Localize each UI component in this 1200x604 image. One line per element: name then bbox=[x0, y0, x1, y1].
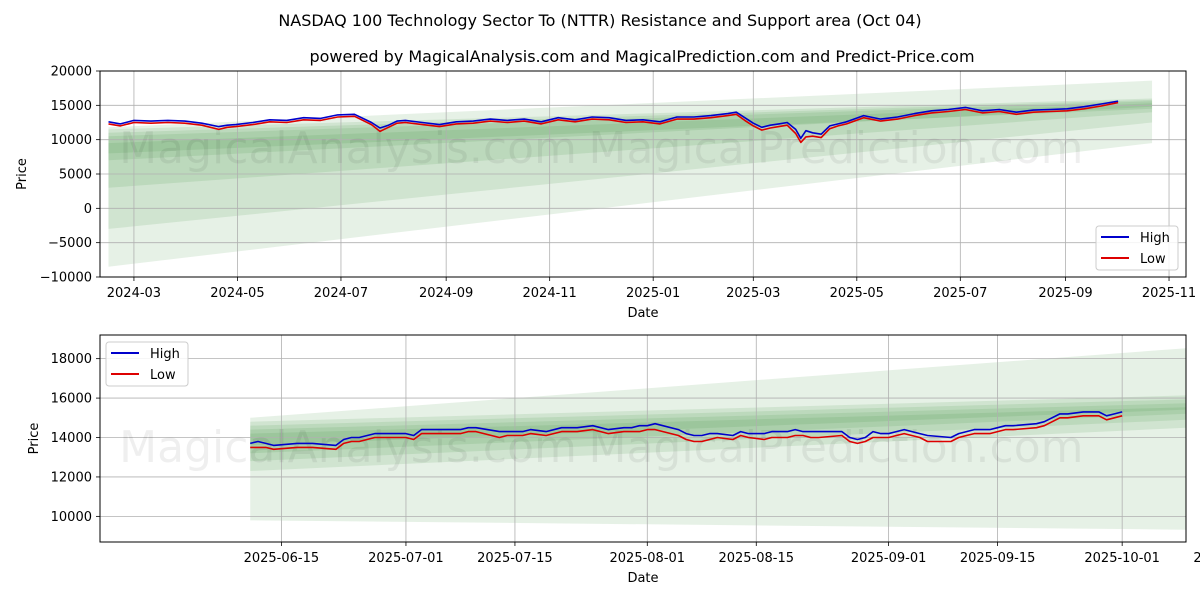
x-tick-label: 2025-06-15 bbox=[244, 551, 320, 566]
band-5 bbox=[108, 103, 1153, 154]
watermark-left: MagicalAnalysis.com bbox=[119, 422, 577, 473]
x-tick-label: 2025-01 bbox=[626, 286, 680, 301]
low-line bbox=[250, 415, 1123, 451]
x-tick-label: 2024-11 bbox=[523, 286, 577, 301]
band-3 bbox=[108, 99, 1153, 188]
band-5 bbox=[250, 407, 1186, 446]
x-tick-label: 2024-03 bbox=[107, 286, 161, 301]
watermark-right: MagicalPrediction.com bbox=[589, 123, 1084, 174]
legend-label-high: High bbox=[1140, 231, 1170, 246]
legend: High Low bbox=[1095, 225, 1179, 271]
x-tick-label: 2025-11 bbox=[1142, 286, 1196, 301]
grid: 2025-06-15 2025-07-01 2025-07-15 2025-08-01… bbox=[51, 335, 1200, 566]
x-tick-label: 2025-09-15 bbox=[960, 551, 1036, 566]
figure-title: NASDAQ 100 Technology Sector To (NTTR) R… bbox=[278, 11, 921, 30]
y-tick-label: 16000 bbox=[51, 392, 92, 407]
x-tick-label: 2025-09 bbox=[1038, 286, 1092, 301]
plot-frame bbox=[99, 334, 1187, 543]
band-1 bbox=[250, 348, 1186, 530]
x-tick-label: 2025-07 bbox=[933, 286, 987, 301]
y-tick-label: −10000 bbox=[40, 271, 92, 286]
x-tick-label: 2024-07 bbox=[314, 286, 368, 301]
y-tick-label: 10000 bbox=[51, 510, 92, 525]
legend-label-low: Low bbox=[150, 368, 176, 383]
band-4 bbox=[250, 403, 1186, 454]
support-resistance-bands bbox=[250, 348, 1186, 530]
x-tick-label: 2025-08-15 bbox=[718, 551, 794, 566]
x-tick-label: 2025-05 bbox=[830, 286, 884, 301]
support-resistance-bands bbox=[108, 80, 1153, 267]
band-4 bbox=[108, 101, 1153, 161]
y-tick-label: 18000 bbox=[51, 352, 92, 367]
figure-subtitle: powered by MagicalAnalysis.com and Magic… bbox=[309, 47, 974, 66]
x-tick-label: 2024-05 bbox=[210, 286, 264, 301]
x-tick-label: 2025-07-15 bbox=[477, 551, 553, 566]
x-tick-label: 2025-08-01 bbox=[610, 551, 686, 566]
x-tick-label: 2025-03 bbox=[726, 286, 780, 301]
plot-frame bbox=[99, 70, 1187, 278]
band-2 bbox=[108, 98, 1153, 229]
high-line bbox=[250, 411, 1123, 447]
chart-panel-1: 2024-03 2024-05 2024-07 2024-09 2024-11 2025-… bbox=[15, 65, 1196, 322]
y-axis-label: Price bbox=[15, 158, 30, 190]
low-line bbox=[108, 101, 1119, 144]
y-tick-label: 15000 bbox=[51, 99, 92, 114]
y-tick-label: 12000 bbox=[51, 470, 92, 485]
series-lines bbox=[108, 100, 1119, 144]
legend: High Low bbox=[105, 341, 189, 387]
y-tick-label: 14000 bbox=[51, 431, 92, 446]
legend-label-high: High bbox=[150, 347, 180, 362]
y-tick-label: 20000 bbox=[51, 65, 92, 80]
x-tick-label: 2025-10-01 bbox=[1084, 551, 1160, 566]
series-lines bbox=[250, 411, 1123, 451]
legend-label-low: Low bbox=[1140, 252, 1166, 267]
x-axis-label: Date bbox=[627, 306, 658, 321]
x-tick-label: 2024-09 bbox=[419, 286, 473, 301]
band-3 bbox=[250, 399, 1186, 462]
y-tick-label: 10000 bbox=[51, 133, 92, 148]
x-axis-label: Date bbox=[627, 571, 658, 586]
y-tick-label: 5000 bbox=[59, 168, 92, 183]
y-axis-label: Price bbox=[27, 423, 42, 455]
high-line bbox=[108, 100, 1119, 140]
x-tick-label: 2025-10-15 bbox=[1193, 551, 1200, 566]
x-tick-label: 2025-07-01 bbox=[368, 551, 444, 566]
watermark-left: MagicalAnalysis.com bbox=[119, 123, 577, 174]
chart-panel-2: 2025-06-15 2025-07-01 2025-07-15 2025-08-01… bbox=[27, 334, 1200, 586]
y-tick-label: 0 bbox=[84, 202, 92, 217]
y-tick-label: −5000 bbox=[48, 236, 92, 251]
x-tick-label: 2025-09-01 bbox=[851, 551, 927, 566]
